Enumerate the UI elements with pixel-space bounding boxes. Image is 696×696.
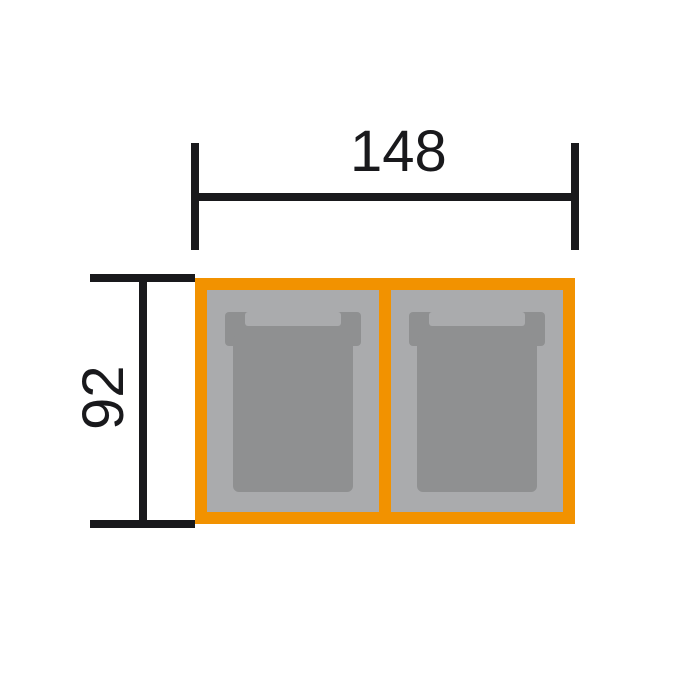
container-divider — [379, 278, 391, 524]
width-dimension-ext-right — [571, 143, 579, 250]
height-dimension-ext-bottom — [90, 520, 195, 528]
bin-body — [233, 334, 353, 492]
bin-body — [417, 334, 537, 492]
height-dimension-label: 92 — [70, 365, 137, 430]
width-dimension-label: 148 — [350, 118, 447, 185]
container-plan-view — [195, 278, 575, 524]
bin-right — [409, 312, 545, 492]
width-dimension-ext-left — [191, 143, 199, 250]
width-dimension-bar — [191, 193, 579, 201]
height-dimension-ext-top — [90, 274, 195, 282]
bin-handle-notch — [245, 312, 341, 326]
bin-left — [225, 312, 361, 492]
bin-handle-notch — [429, 312, 525, 326]
height-dimension-bar — [139, 274, 147, 528]
dimension-diagram: 148 92 — [0, 0, 696, 696]
